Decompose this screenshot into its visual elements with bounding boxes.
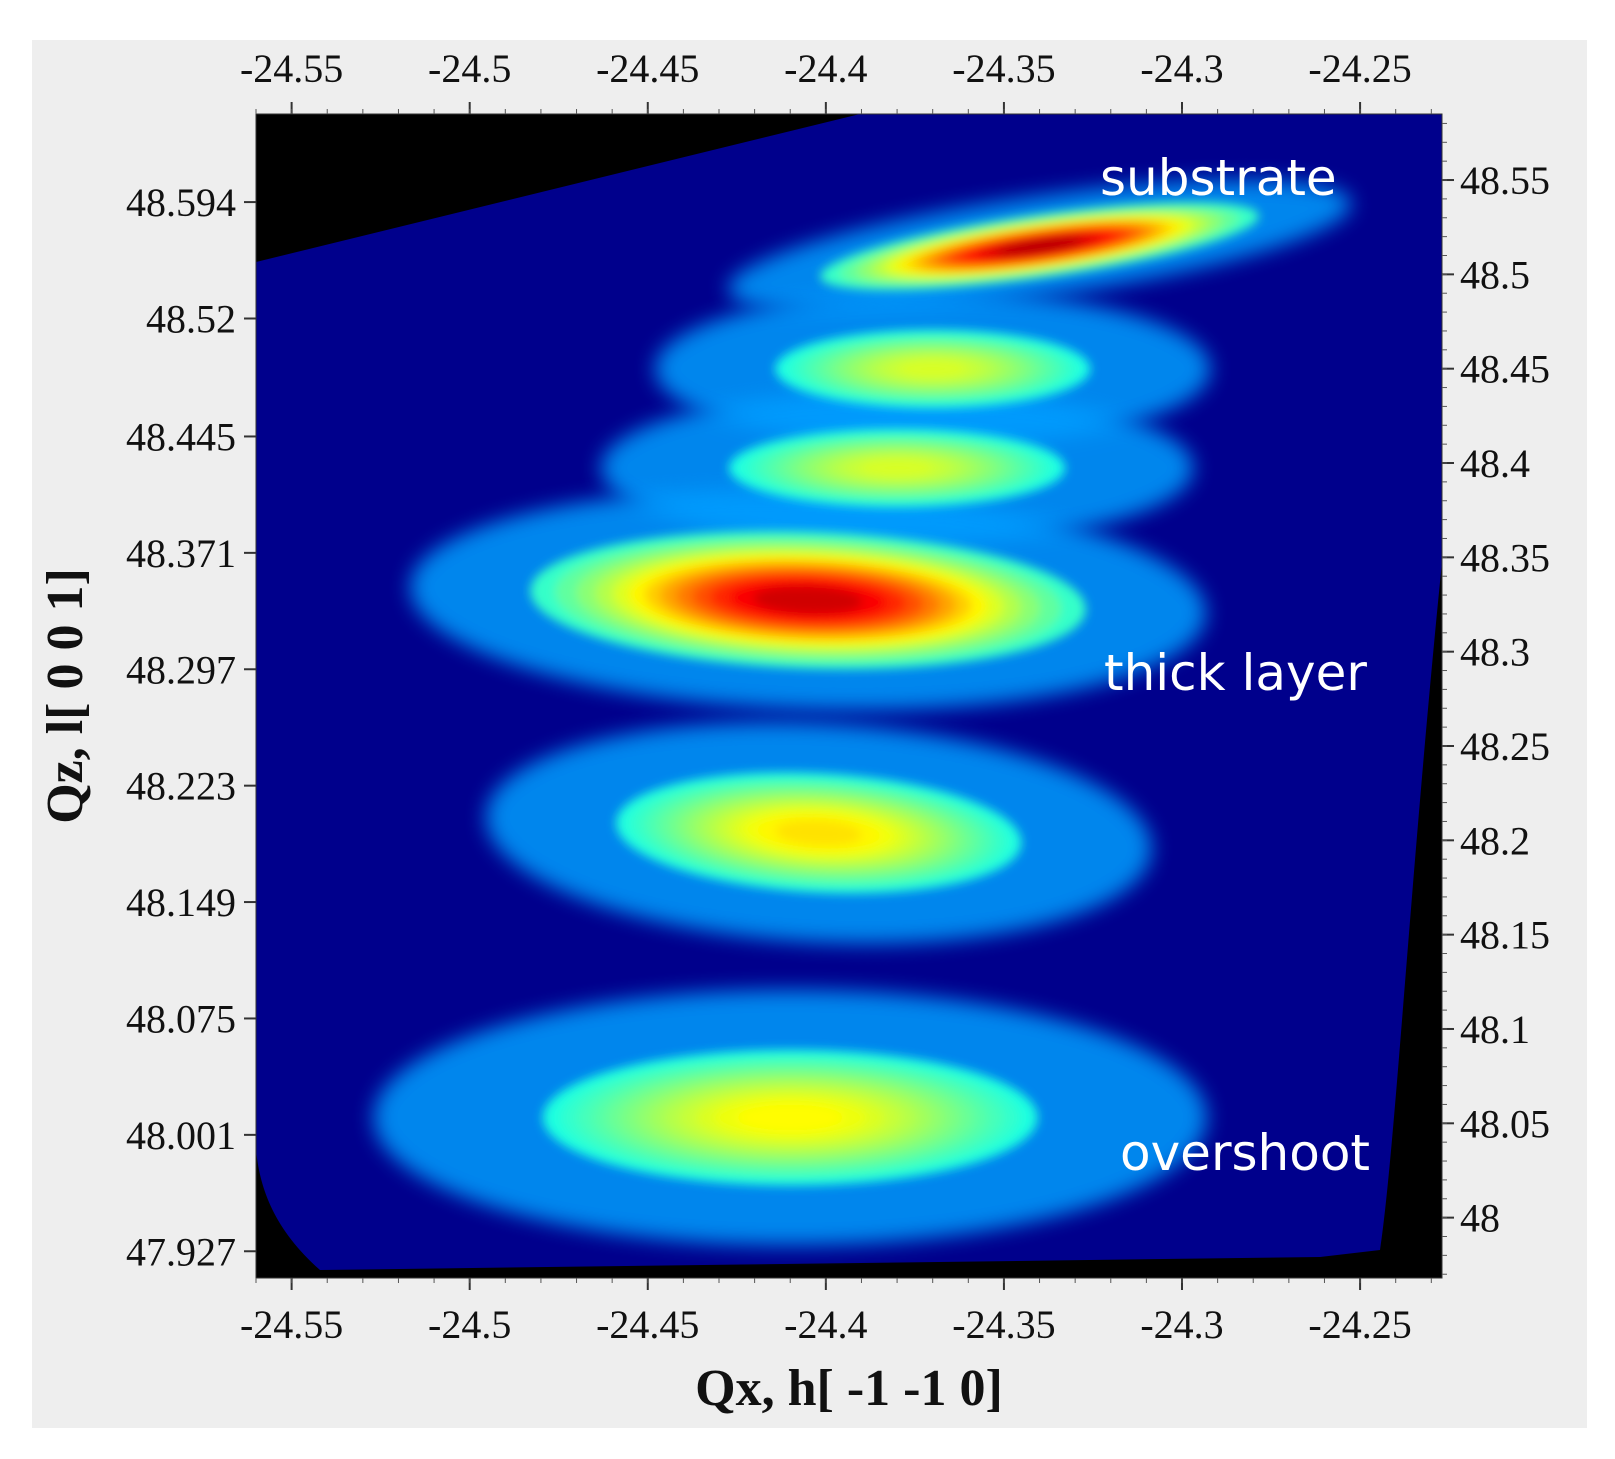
x-top-tick-label: -24.3 xyxy=(1140,46,1223,91)
y-right-tick-label: 48 xyxy=(1460,1196,1500,1241)
y-right-tick-label: 48.3 xyxy=(1460,630,1530,675)
y-left-tick-label: 48.594 xyxy=(126,180,236,225)
x-top-tick-label: -24.5 xyxy=(428,46,511,91)
peak-overshoot xyxy=(542,1049,1038,1186)
x-bottom-tick-label: -24.35 xyxy=(952,1302,1055,1347)
y-left-tick-label: 48.075 xyxy=(126,996,236,1041)
y-left-tick-labels: 48.594 48.52 48.445 48.371 48.297 48.223 48.14… xyxy=(126,180,236,1274)
x-top-tick-label: -24.55 xyxy=(240,46,343,91)
x-bottom-tick-label: -24.3 xyxy=(1140,1302,1223,1347)
y-right-tick-label: 48.05 xyxy=(1460,1101,1550,1146)
peak-contour xyxy=(860,459,934,477)
peak-fringe-1 xyxy=(775,329,1091,409)
y-right-tick-labels: 48.55 48.5 48.45 48.4 48.35 48.3 48.25 48.2 48.1… xyxy=(1460,158,1550,1241)
y-right-tick-label: 48.35 xyxy=(1460,535,1550,580)
y-right-tick-label: 48.25 xyxy=(1460,724,1550,769)
peak-contour xyxy=(898,360,968,378)
y-left-tick-label: 48.149 xyxy=(126,880,236,925)
y-left-tick-label: 48.371 xyxy=(126,531,236,576)
annotation-overshoot: overshoot xyxy=(1120,1124,1370,1182)
y-left-tick-label: 48.001 xyxy=(126,1113,236,1158)
x-top-tick-label: -24.4 xyxy=(784,46,867,91)
peak-contour xyxy=(737,1102,844,1133)
heatmap-plot-area xyxy=(256,114,1442,1278)
y-left-tick-marks xyxy=(244,201,256,1253)
x-top-tick-labels: -24.55 -24.5 -24.45 -24.4 -24.35 -24.3 -24.25 xyxy=(240,46,1412,91)
x-bottom-tick-label: -24.25 xyxy=(1308,1302,1411,1347)
x-bottom-tick-labels: -24.55 -24.5 -24.45 -24.4 -24.35 -24.3 -24.25 xyxy=(240,1302,1412,1347)
peak-substrate xyxy=(820,202,1260,291)
x-axis-title: Qx, h[ -1 -1 0] xyxy=(695,1360,1003,1417)
peak-contour xyxy=(753,586,863,614)
annotation-substrate: substrate xyxy=(1100,149,1337,207)
x-top-tick-label: -24.25 xyxy=(1308,46,1411,91)
x-top-tick-label: -24.35 xyxy=(952,46,1055,91)
peak-fringe-4 xyxy=(616,772,1022,894)
peak-fringe-2 xyxy=(728,428,1066,508)
y-left-tick-label: 48.52 xyxy=(146,296,236,341)
y-right-tick-label: 48.4 xyxy=(1460,441,1530,486)
x-bottom-tick-marks xyxy=(255,1278,1432,1290)
y-right-tick-label: 48.1 xyxy=(1460,1007,1530,1052)
x-bottom-tick-label: -24.4 xyxy=(784,1302,867,1347)
peaks-layer xyxy=(373,179,1352,1246)
y-right-tick-label: 48.2 xyxy=(1460,818,1530,863)
y-right-tick-marks xyxy=(1442,122,1454,1275)
peak-contour xyxy=(996,237,1083,255)
y-left-tick-label: 48.445 xyxy=(126,414,236,459)
x-bottom-tick-label: -24.55 xyxy=(240,1302,343,1347)
y-left-tick-label: 47.927 xyxy=(126,1229,236,1274)
y-left-tick-label: 48.297 xyxy=(126,647,236,692)
plot-frame xyxy=(255,113,1443,1279)
x-bottom-tick-label: -24.5 xyxy=(428,1302,511,1347)
y-right-tick-label: 48.45 xyxy=(1460,347,1550,392)
annotation-thick-layer: thick layer xyxy=(1104,644,1367,702)
peak-thick-layer xyxy=(530,530,1086,670)
y-axis-title: Qz, l[ 0 0 1] xyxy=(37,568,94,824)
y-left-tick-label: 48.223 xyxy=(126,764,236,809)
x-top-tick-marks xyxy=(255,102,1432,114)
x-top-tick-label: -24.45 xyxy=(596,46,699,91)
y-right-tick-label: 48.55 xyxy=(1460,158,1550,203)
peak-contour xyxy=(775,819,862,846)
y-right-tick-label: 48.5 xyxy=(1460,252,1530,297)
y-right-tick-label: 48.15 xyxy=(1460,913,1550,958)
x-bottom-tick-label: -24.45 xyxy=(596,1302,699,1347)
